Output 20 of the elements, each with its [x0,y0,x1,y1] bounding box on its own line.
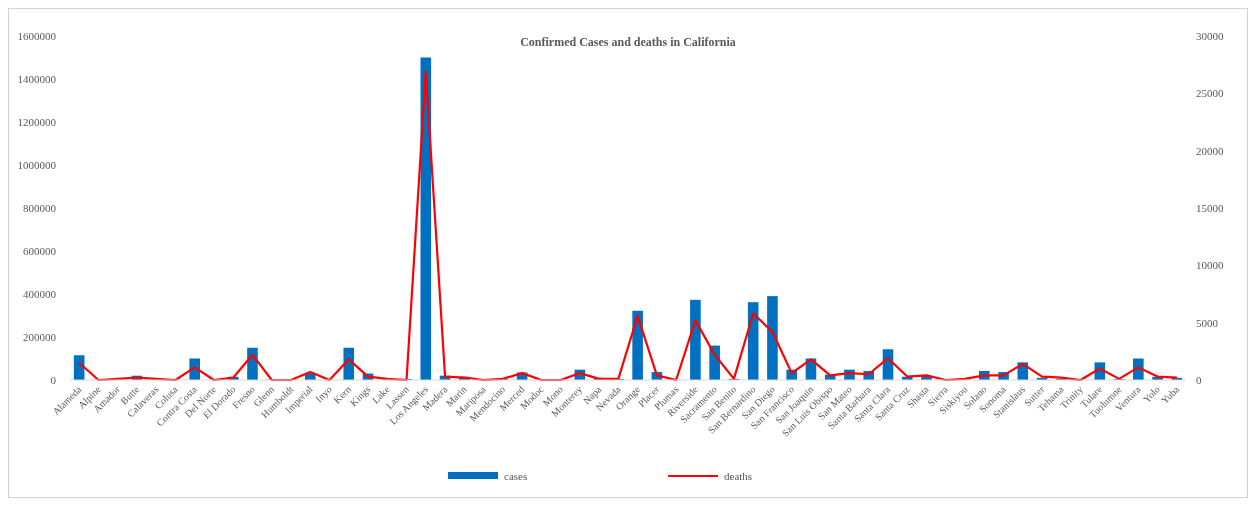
chart-title: Confirmed Cases and deaths in California [520,35,736,49]
y-tick-label: 1600000 [17,29,57,42]
y2-tick-label: 30000 [1196,29,1224,42]
y-tick-label: 400000 [23,287,57,300]
y-tick-label: 600000 [23,244,57,257]
y2-tick-label: 20000 [1196,144,1224,157]
y2-tick-label: 25000 [1196,87,1224,100]
y-tick-label: 200000 [23,330,57,343]
y-tick-label: 1200000 [17,115,57,128]
y-tick-label: 1400000 [17,72,57,85]
y-tick-label: 0 [50,373,57,386]
y2-tick-label: 0 [1196,373,1202,386]
legend-label: deaths [724,469,753,482]
y2-tick-label: 15000 [1196,201,1224,214]
y2-tick-label: 10000 [1196,259,1224,272]
y-tick-label: 800000 [23,201,57,214]
x-tick-label: Inyo [313,383,334,405]
y-tick-label: 1000000 [17,158,57,171]
y2-tick-label: 5000 [1196,316,1219,329]
legend-label: cases [504,469,528,482]
